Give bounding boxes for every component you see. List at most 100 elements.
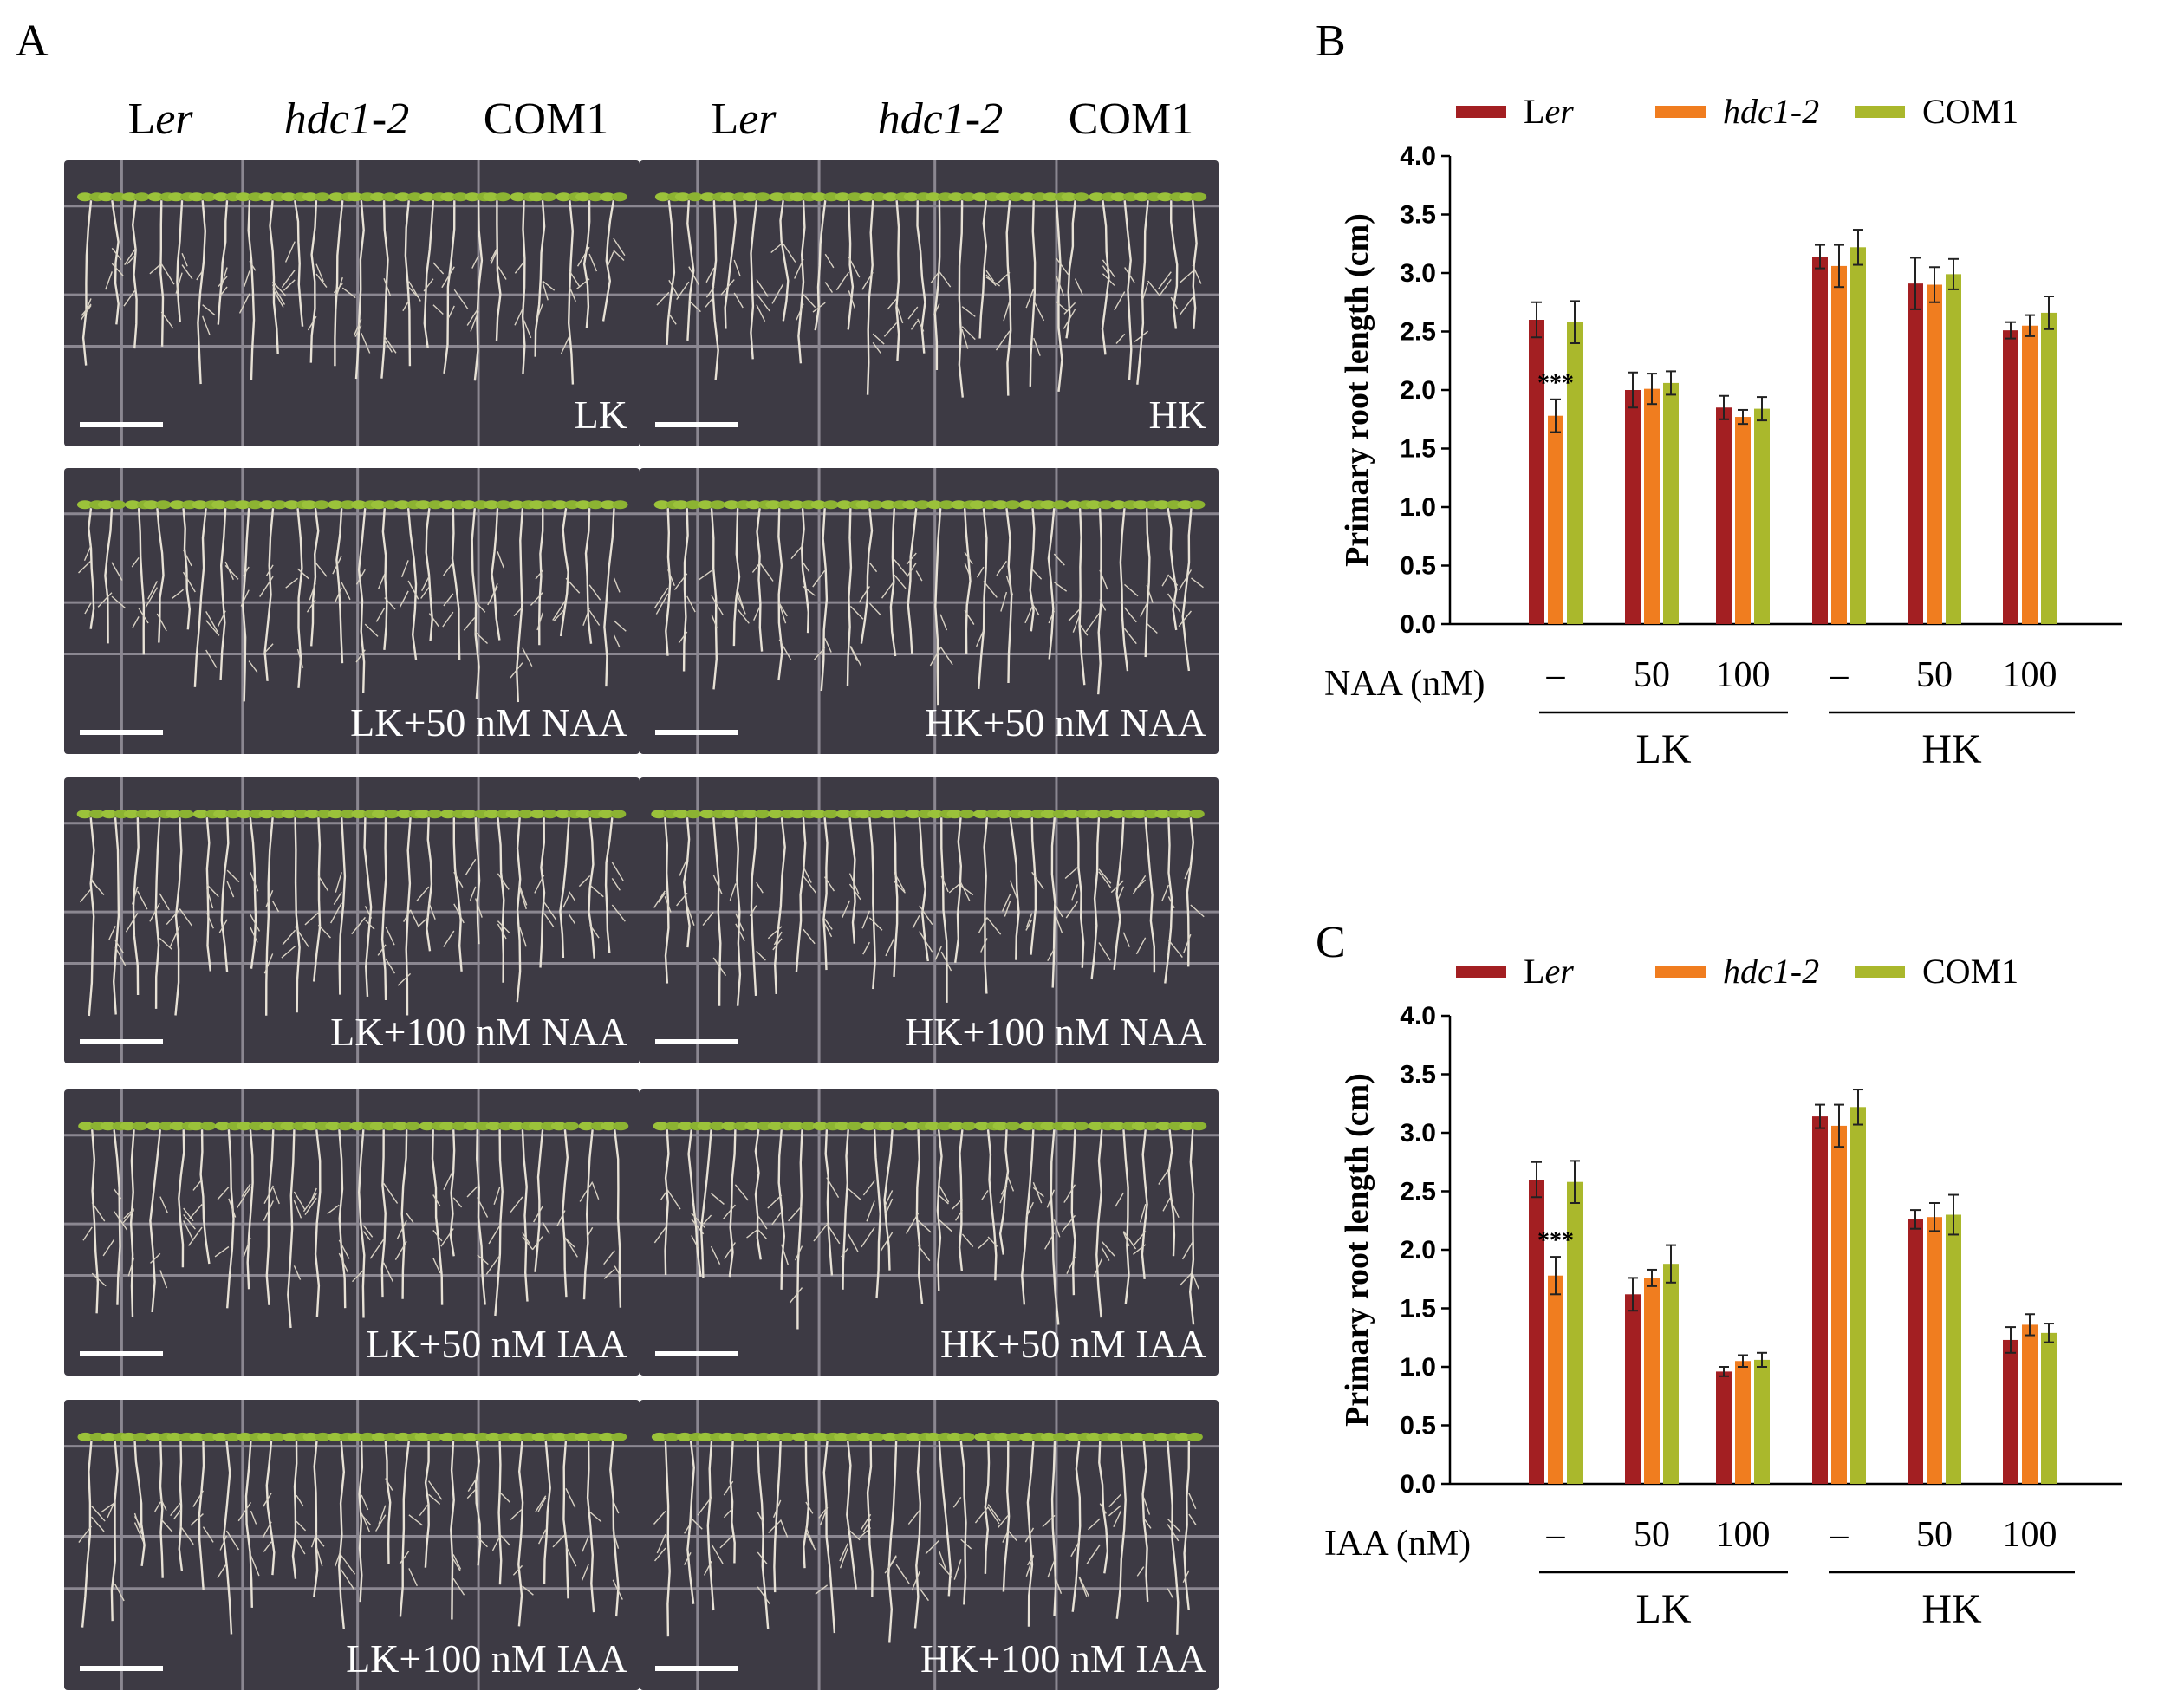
plate-condition-label: HK+50 nM IAA <box>939 1322 1206 1366</box>
bar-ler-3 <box>1812 1116 1828 1484</box>
plate-4-left: LK+50 nM IAA <box>64 1089 640 1376</box>
bar-ler-3 <box>1812 257 1828 624</box>
legend-swatch <box>1855 966 1905 978</box>
legend-swatch <box>1655 106 1706 118</box>
bar-hdc1-2-2 <box>1735 1361 1751 1484</box>
legend-swatch <box>1456 106 1506 118</box>
y-tick-label: 2.5 <box>1400 1178 1436 1206</box>
legend-swatch <box>1655 966 1706 978</box>
y-tick-label: 4.0 <box>1400 1002 1436 1031</box>
y-tick: 2.5 <box>1400 318 1450 347</box>
legend-item-com1: COM1 <box>1855 92 2018 131</box>
plate-seedlings-image <box>640 468 1219 754</box>
error-bar <box>1910 1209 1921 1230</box>
y-tick-label: 2.0 <box>1400 376 1436 405</box>
error-bar <box>1815 1103 1825 1129</box>
y-tick: 0.0 <box>1400 610 1450 639</box>
panel-a-letter: A <box>16 16 49 66</box>
error-bar <box>1550 1256 1561 1296</box>
plate-seedlings-image <box>64 468 640 754</box>
error-bar <box>1666 370 1676 396</box>
bar-hdc1-2-3 <box>1831 1125 1847 1484</box>
plate-4-right: HK+50 nM IAA <box>640 1089 1219 1376</box>
y-tick-label: 3.0 <box>1400 1119 1436 1148</box>
bar-com1-0 <box>1567 1181 1583 1484</box>
error-bar <box>2025 1313 2035 1337</box>
legend-label: Ler <box>1524 92 1574 131</box>
error-bar <box>2005 1326 2016 1354</box>
plate-condition-label: LK+100 nM NAA <box>330 1010 627 1054</box>
y-tick-label: 0.0 <box>1400 1470 1436 1499</box>
error-bar <box>1531 1161 1542 1199</box>
bar-ler-4 <box>1908 1219 1923 1484</box>
bar-com1-4 <box>1946 1214 1961 1484</box>
legend-item-ler: Ler <box>1456 952 1574 991</box>
y-tick: 2.0 <box>1400 376 1450 405</box>
error-bar <box>1910 257 1921 310</box>
bar-ler-1 <box>1625 1294 1641 1484</box>
bar-hdc1-2-1 <box>1644 388 1660 624</box>
bar-ler-1 <box>1625 390 1641 624</box>
genotype-label-left-0: Ler <box>127 94 193 144</box>
plate-seedlings-image <box>640 1400 1219 1690</box>
legend-swatch <box>1456 966 1506 978</box>
legend-label: COM1 <box>1922 92 2018 131</box>
error-bar <box>1853 229 1863 266</box>
legend-item-hdc1-2: hdc1-2 <box>1655 92 1819 131</box>
error-bar <box>1628 371 1638 409</box>
error-bar <box>1834 244 1844 289</box>
bar-com1-5 <box>2041 1332 2057 1484</box>
significance-marker: *** <box>1537 370 1574 397</box>
bar-com1-3 <box>1850 247 1866 624</box>
y-axis-label: Primary root length (cm) <box>1339 1073 1375 1427</box>
y-tick: 2.0 <box>1400 1236 1450 1265</box>
y-tick: 0.5 <box>1400 1412 1450 1441</box>
scale-bar <box>655 1039 738 1044</box>
error-bar <box>1738 408 1748 426</box>
y-tick: 4.0 <box>1400 142 1450 171</box>
scale-bar <box>80 422 163 427</box>
plate-seedlings-image <box>640 777 1219 1063</box>
y-tick: 1.0 <box>1400 1353 1450 1382</box>
bar-ler-0 <box>1529 1180 1544 1484</box>
x-tick-label: – <box>1830 655 1849 695</box>
y-tick-label: 0.5 <box>1400 1412 1436 1441</box>
bar-com1-1 <box>1663 1264 1679 1484</box>
x-tick-label: 100 <box>2003 655 2057 695</box>
bar-com1-2 <box>1754 1359 1770 1484</box>
legend-label: Ler <box>1524 952 1574 991</box>
bar-hdc1-2-4 <box>1927 284 1942 624</box>
genotype-label-right-1: hdc1-2 <box>877 94 1004 144</box>
plate-condition-label: LK+100 nM IAA <box>346 1636 627 1681</box>
y-axis-label: Primary root length (cm) <box>1339 213 1375 567</box>
x-tick-label: 100 <box>2003 1515 2057 1555</box>
bar-hdc1-2-5 <box>2022 325 2038 624</box>
plate-condition-label: HK+100 nM NAA <box>905 1010 1206 1054</box>
plate-1-left: LK <box>64 160 640 446</box>
y-tick-label: 1.5 <box>1400 1295 1436 1324</box>
y-tick-label: 0.5 <box>1400 552 1436 581</box>
bar-hdc1-2-1 <box>1644 1278 1660 1484</box>
genotype-label-left-2: COM1 <box>483 94 609 144</box>
genotype-label-right-2: COM1 <box>1068 94 1194 144</box>
bar-chart-svg: 0.0 0.5 1.0 1.5 2.0 2.5 3.0 3.5 4.0 Primary root … <box>1324 952 2122 1632</box>
error-bar <box>1757 396 1767 422</box>
bar-hdc1-2-3 <box>1831 265 1847 624</box>
plate-seedlings-image <box>640 160 1219 446</box>
error-bar <box>1815 244 1825 270</box>
plate-condition-label: HK <box>1148 393 1206 437</box>
y-tick-label: 3.0 <box>1400 259 1436 288</box>
y-tick: 2.5 <box>1400 1178 1450 1206</box>
panel-c-letter: C <box>1316 918 1346 967</box>
bar-com1-2 <box>1754 408 1770 624</box>
scale-bar <box>655 1666 738 1671</box>
x-tick-label: 50 <box>1916 655 1953 695</box>
y-tick-label: 4.0 <box>1400 142 1436 171</box>
y-tick: 0.5 <box>1400 552 1450 581</box>
legend-swatch <box>1855 106 1905 118</box>
scale-bar <box>655 422 738 427</box>
bar-ler-5 <box>2003 330 2018 624</box>
error-bar <box>1719 1366 1729 1377</box>
plate-5-left: LK+100 nM IAA <box>64 1400 640 1690</box>
y-tick-label: 2.0 <box>1400 1236 1436 1265</box>
